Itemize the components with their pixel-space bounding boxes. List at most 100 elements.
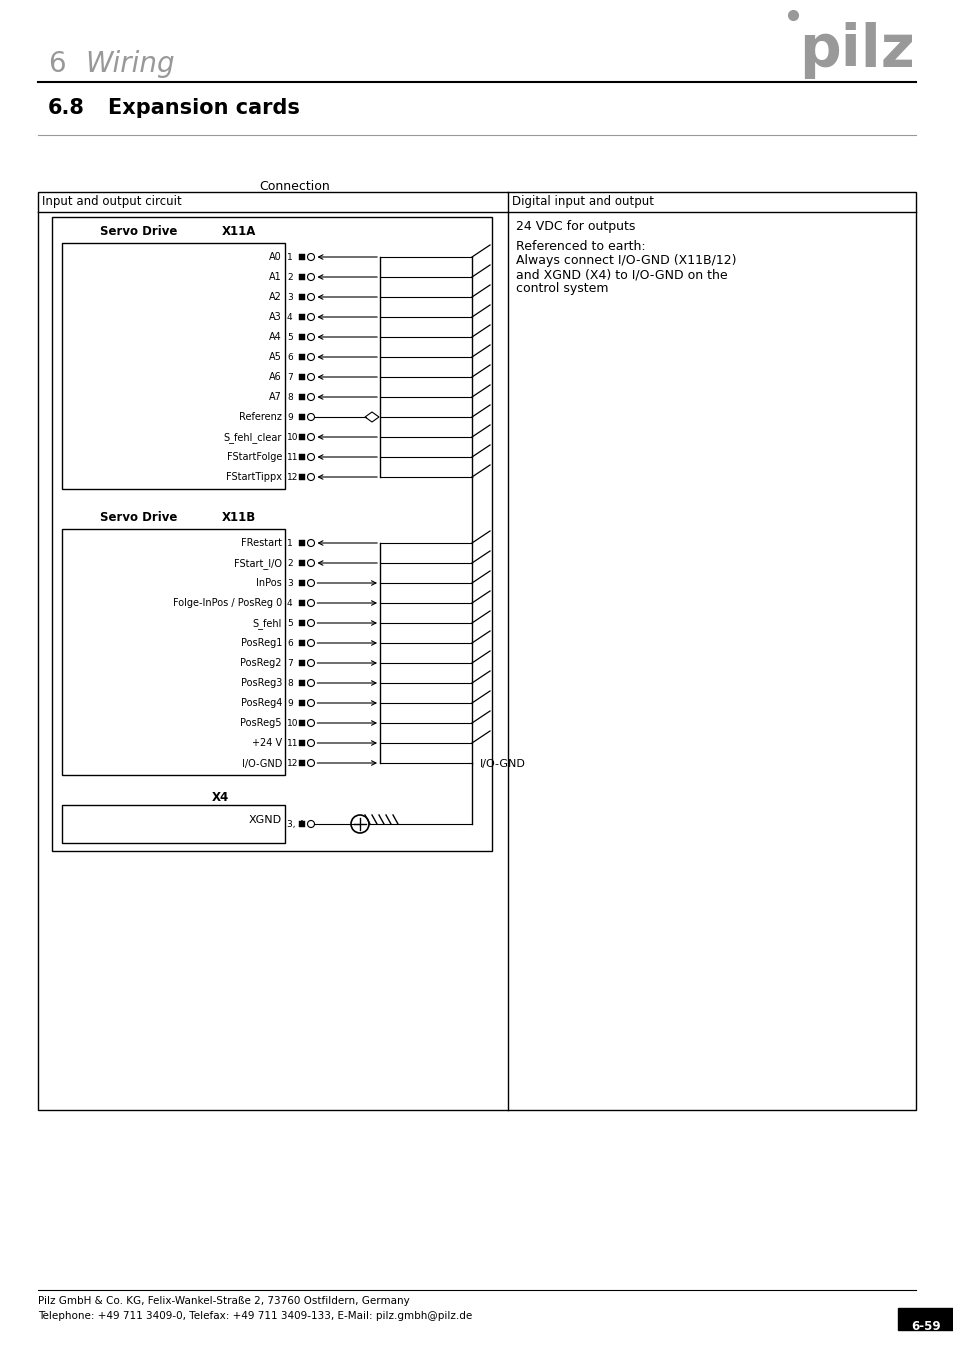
Bar [38, 192, 915, 1110]
Text: PosReg1: PosReg1 [240, 639, 282, 648]
Text: I/O-GND: I/O-GND [479, 759, 525, 768]
Text: +24 V: +24 V [252, 738, 282, 748]
Text: 24 VDC for outputs: 24 VDC for outputs [516, 220, 635, 234]
Bar [298, 414, 305, 420]
Text: Telephone: +49 711 3409-0, Telefax: +49 711 3409-133, E-Mail: pilz.gmbh@pilz.de: Telephone: +49 711 3409-0, Telefax: +49 … [38, 1311, 472, 1322]
Text: 6-59: 6-59 [910, 1320, 940, 1332]
Text: S_fehl_clear: S_fehl_clear [223, 432, 282, 443]
Text: 8: 8 [287, 679, 293, 687]
Text: 7: 7 [287, 373, 293, 382]
Bar [298, 599, 305, 606]
Text: 2: 2 [287, 559, 293, 567]
Text: X11B: X11B [222, 512, 256, 524]
Text: and XGND (X4) to I/O-GND on the: and XGND (X4) to I/O-GND on the [516, 269, 727, 281]
Bar [298, 620, 305, 626]
Text: X11A: X11A [222, 225, 256, 238]
Text: Digital input and output: Digital input and output [512, 194, 654, 208]
Bar [298, 740, 305, 747]
Bar [298, 720, 305, 726]
Text: A7: A7 [269, 393, 282, 402]
Bar [298, 701, 305, 706]
Bar [298, 333, 305, 340]
Text: A0: A0 [269, 252, 282, 262]
Bar [298, 354, 305, 360]
Text: 1: 1 [287, 539, 293, 548]
Bar [298, 433, 305, 440]
Bar [62, 805, 285, 842]
Text: 6.8: 6.8 [48, 99, 85, 117]
Text: Servo Drive: Servo Drive [100, 512, 177, 524]
Bar [52, 217, 492, 850]
Text: 11: 11 [287, 738, 298, 748]
Bar [298, 474, 305, 481]
Bar [298, 821, 305, 828]
Text: 11: 11 [287, 452, 298, 462]
Text: XGND: XGND [249, 815, 282, 825]
Text: A1: A1 [269, 273, 282, 282]
Text: Folge-InPos / PosReg 0: Folge-InPos / PosReg 0 [172, 598, 282, 609]
Text: PosReg4: PosReg4 [240, 698, 282, 709]
Text: 9: 9 [287, 698, 293, 707]
Text: Always connect I/O-GND (X11B/12): Always connect I/O-GND (X11B/12) [516, 254, 736, 267]
Bar [298, 294, 305, 300]
Text: 2: 2 [287, 273, 293, 282]
Text: A2: A2 [269, 293, 282, 302]
Text: 7: 7 [287, 659, 293, 667]
Text: InPos: InPos [256, 579, 282, 589]
Bar [298, 254, 305, 261]
Bar [298, 560, 305, 566]
Bar [298, 680, 305, 686]
Text: 6: 6 [287, 639, 293, 648]
Text: Referenced to earth:: Referenced to earth: [516, 240, 645, 252]
Text: 12: 12 [287, 759, 298, 768]
Bar [298, 760, 305, 765]
Text: 9: 9 [287, 413, 293, 421]
Text: A4: A4 [269, 332, 282, 343]
Text: Pilz GmbH & Co. KG, Felix-Wankel-Straße 2, 73760 Ostfildern, Germany: Pilz GmbH & Co. KG, Felix-Wankel-Straße … [38, 1296, 410, 1305]
Text: FRestart: FRestart [241, 539, 282, 548]
Text: pilz: pilz [799, 22, 914, 80]
Text: Expansion cards: Expansion cards [108, 99, 299, 117]
Text: X4: X4 [212, 791, 229, 805]
Bar [298, 580, 305, 586]
Bar [897, 1308, 953, 1330]
Bar [298, 274, 305, 279]
Text: 3, 4: 3, 4 [287, 819, 304, 829]
Text: 3: 3 [287, 293, 293, 301]
Bar [298, 394, 305, 400]
Text: 6: 6 [287, 352, 293, 362]
Text: 4: 4 [287, 312, 293, 321]
Text: 10: 10 [287, 718, 298, 728]
Text: 4: 4 [287, 598, 293, 608]
Text: 5: 5 [287, 618, 293, 628]
Bar [298, 315, 305, 320]
Bar [298, 374, 305, 379]
Text: FStartFolge: FStartFolge [227, 452, 282, 463]
Text: PosReg5: PosReg5 [240, 718, 282, 729]
Text: Servo Drive: Servo Drive [100, 225, 177, 238]
Text: A3: A3 [269, 312, 282, 323]
Bar [298, 640, 305, 647]
Text: Referenz: Referenz [239, 413, 282, 423]
Text: PosReg3: PosReg3 [240, 679, 282, 688]
Text: 10: 10 [287, 432, 298, 441]
Text: 12: 12 [287, 472, 298, 482]
Text: PosReg2: PosReg2 [240, 659, 282, 668]
Text: 6: 6 [48, 50, 66, 78]
Bar [298, 454, 305, 460]
Bar [298, 660, 305, 666]
Text: 5: 5 [287, 332, 293, 342]
Bar [62, 529, 285, 775]
Text: FStartTippx: FStartTippx [226, 472, 282, 482]
Bar [62, 243, 285, 489]
Text: A5: A5 [269, 352, 282, 363]
Text: FStart_I/O: FStart_I/O [233, 559, 282, 570]
Text: 8: 8 [287, 393, 293, 401]
Bar [298, 540, 305, 545]
Text: S_fehl: S_fehl [253, 618, 282, 629]
Text: Connection: Connection [259, 180, 330, 193]
Text: A6: A6 [269, 373, 282, 382]
Text: control system: control system [516, 282, 608, 296]
Text: Wiring: Wiring [85, 50, 174, 78]
Text: I/O-GND: I/O-GND [241, 759, 282, 768]
